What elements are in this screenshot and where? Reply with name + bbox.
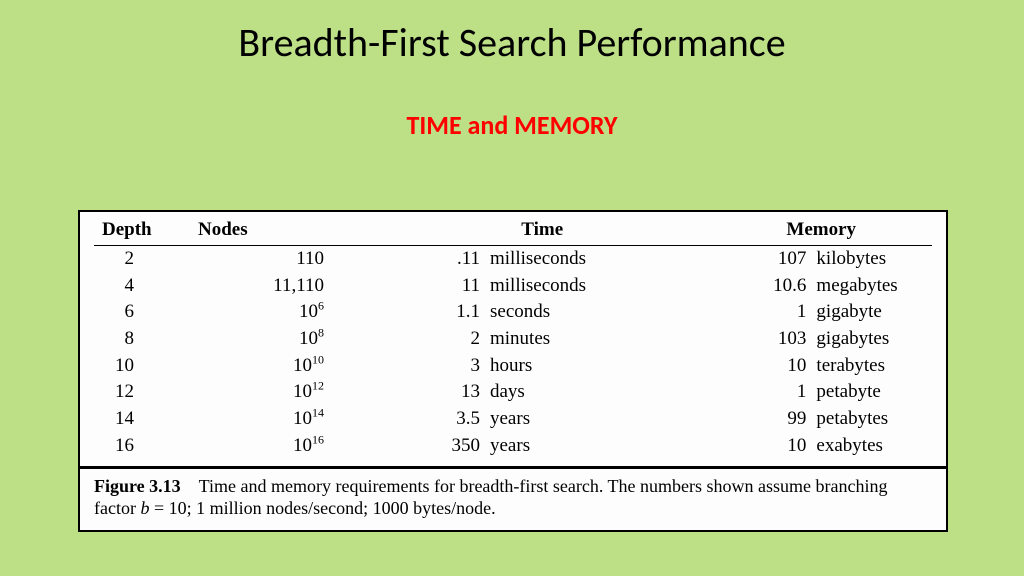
cell-depth: 14 [94,406,194,433]
cell-time-value: 2 [374,326,484,353]
slide-title: Breadth-First Search Performance [0,0,1024,67]
col-depth: Depth [94,216,194,246]
cell-depth: 16 [94,433,194,460]
col-time: Time [374,216,710,246]
table-row: 81082minutes103gigabytes [94,326,932,353]
cell-memory-unit: exabytes [810,433,932,460]
cell-nodes: 1010 [194,353,374,380]
cell-time-unit: years [484,406,710,433]
table-body: 2110.11milliseconds107kilobytes411,11011… [94,246,932,460]
col-nodes: Nodes [194,216,374,246]
cell-memory-unit: petabyte [810,379,932,406]
table-row: 411,11011milliseconds10.6megabytes [94,273,932,300]
cell-memory-value: 1 [710,299,810,326]
cell-time-value: 13 [374,379,484,406]
cell-time-value: 11 [374,273,484,300]
cell-depth: 12 [94,379,194,406]
slide: Breadth-First Search Performance TIME an… [0,0,1024,576]
cell-depth: 6 [94,299,194,326]
cell-time-value: 1.1 [374,299,484,326]
cell-memory-unit: kilobytes [810,246,932,273]
cell-depth: 4 [94,273,194,300]
cell-time-unit: seconds [484,299,710,326]
figure-number: Figure 3.13 [94,476,181,496]
cell-depth: 2 [94,246,194,273]
cell-time-value: 350 [374,433,484,460]
cell-memory-value: 107 [710,246,810,273]
figure-box: Depth Nodes Time Memory 2110.11milliseco… [78,210,948,532]
cell-memory-value: 10.6 [710,273,810,300]
cell-nodes: 106 [194,299,374,326]
cell-time-value: 3 [374,353,484,380]
cell-nodes: 1014 [194,406,374,433]
cell-time-unit: years [484,433,710,460]
cell-memory-value: 10 [710,433,810,460]
table-row: 2110.11milliseconds107kilobytes [94,246,932,273]
cell-time-unit: hours [484,353,710,380]
cell-nodes: 108 [194,326,374,353]
cell-memory-value: 1 [710,379,810,406]
cell-nodes: 1012 [194,379,374,406]
table-row: 1010103hours10terabytes [94,353,932,380]
cell-time-value: 3.5 [374,406,484,433]
cell-memory-value: 10 [710,353,810,380]
cell-memory-value: 103 [710,326,810,353]
table-area: Depth Nodes Time Memory 2110.11milliseco… [80,212,946,466]
cell-time-value: .11 [374,246,484,273]
bfs-performance-table: Depth Nodes Time Memory 2110.11milliseco… [94,216,932,460]
cell-memory-unit: petabytes [810,406,932,433]
cell-time-unit: minutes [484,326,710,353]
col-memory: Memory [710,216,932,246]
cell-nodes: 110 [194,246,374,273]
slide-subtitle: TIME and MEMORY [0,109,1024,141]
cell-memory-unit: gigabyte [810,299,932,326]
cell-memory-value: 99 [710,406,810,433]
cell-nodes: 11,110 [194,273,374,300]
cell-depth: 8 [94,326,194,353]
table-row: 61061.1seconds1gigabyte [94,299,932,326]
cell-memory-unit: terabytes [810,353,932,380]
figure-caption: Figure 3.13 Time and memory requirements… [80,469,946,530]
cell-time-unit: days [484,379,710,406]
cell-nodes: 1016 [194,433,374,460]
table-row: 161016350years10exabytes [94,433,932,460]
cell-time-unit: milliseconds [484,246,710,273]
caption-eq: = 10; 1 million nodes/second; 1000 bytes… [149,498,495,518]
cell-memory-unit: gigabytes [810,326,932,353]
cell-depth: 10 [94,353,194,380]
table-row: 12101213days1petabyte [94,379,932,406]
table-header-row: Depth Nodes Time Memory [94,216,932,246]
cell-memory-unit: megabytes [810,273,932,300]
cell-time-unit: milliseconds [484,273,710,300]
table-row: 1410143.5years99petabytes [94,406,932,433]
